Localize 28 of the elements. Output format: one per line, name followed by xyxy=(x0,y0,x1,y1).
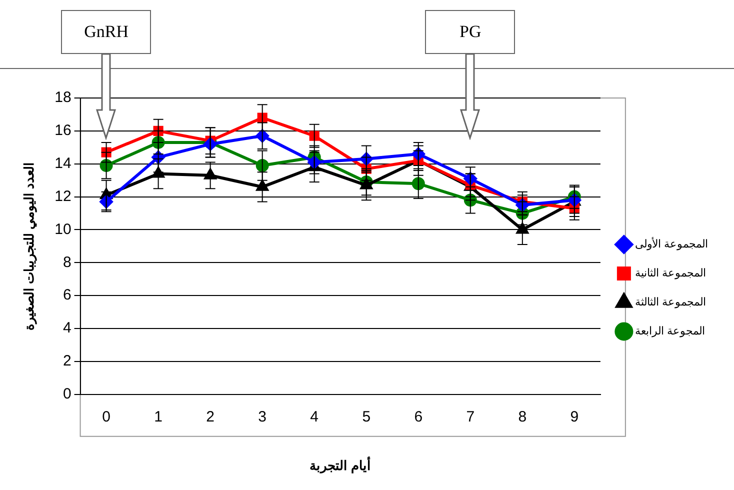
y-tick-label: 4 xyxy=(62,320,72,337)
x-tick-label: 6 xyxy=(414,408,423,426)
x-tick-label: 4 xyxy=(310,408,319,426)
x-tick-label: 3 xyxy=(258,408,267,426)
legend-label: المجموعة الثانية xyxy=(634,268,706,280)
legend-label: المجوعة الرابعة xyxy=(634,326,706,338)
y-tick-label: 12 xyxy=(54,188,72,205)
x-tick-label: 2 xyxy=(206,408,214,426)
x-tick-label: 8 xyxy=(518,408,527,426)
y-tick-label: 18 xyxy=(54,89,72,106)
y-tick-label: 10 xyxy=(54,220,72,238)
text: PG xyxy=(425,10,516,54)
y-tick-label: 2 xyxy=(62,352,72,370)
legend-label: المجموعة الثالثة xyxy=(634,296,706,309)
x-axis-title: أيام التجربة xyxy=(310,456,372,474)
legend-label: المجموعة الأولى xyxy=(634,236,708,251)
x-tick-label: 1 xyxy=(154,408,162,426)
x-tick-label: 5 xyxy=(362,408,371,426)
y-tick-label: 16 xyxy=(54,122,72,140)
y-tick-label: 0 xyxy=(62,386,72,403)
x-tick-label: 7 xyxy=(466,408,475,426)
x-tick-label: 9 xyxy=(570,408,579,426)
text: GnRH xyxy=(61,10,152,54)
y-tick-label: 14 xyxy=(54,155,72,172)
y-tick-label: 8 xyxy=(62,254,72,271)
y-tick-label: 6 xyxy=(62,286,72,304)
x-tick-label: 0 xyxy=(102,408,110,426)
y-axis-title: العدد اليومي للتجريبات الصغيرة xyxy=(21,162,38,331)
